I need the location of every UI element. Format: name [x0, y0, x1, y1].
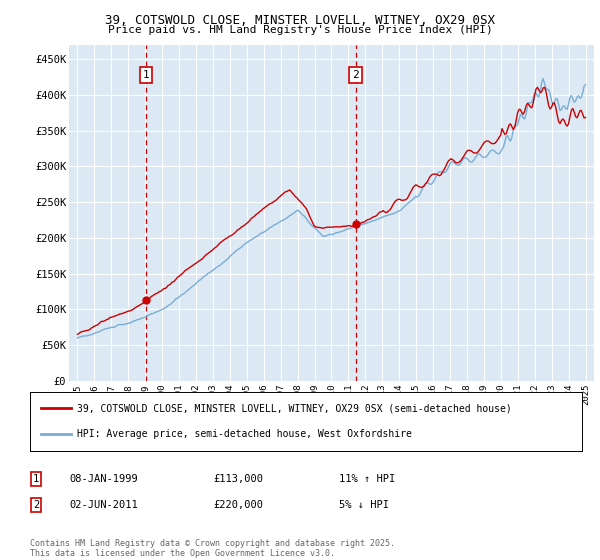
Text: 5% ↓ HPI: 5% ↓ HPI: [339, 500, 389, 510]
Text: £113,000: £113,000: [213, 474, 263, 484]
Text: 39, COTSWOLD CLOSE, MINSTER LOVELL, WITNEY, OX29 0SX (semi-detached house): 39, COTSWOLD CLOSE, MINSTER LOVELL, WITN…: [77, 403, 512, 413]
Text: 2: 2: [33, 500, 39, 510]
Text: 39, COTSWOLD CLOSE, MINSTER LOVELL, WITNEY, OX29 0SX: 39, COTSWOLD CLOSE, MINSTER LOVELL, WITN…: [105, 14, 495, 27]
Text: 2: 2: [352, 70, 359, 80]
Text: 08-JAN-1999: 08-JAN-1999: [69, 474, 138, 484]
Text: 11% ↑ HPI: 11% ↑ HPI: [339, 474, 395, 484]
Text: 1: 1: [142, 70, 149, 80]
Text: 1: 1: [33, 474, 39, 484]
Text: 02-JUN-2011: 02-JUN-2011: [69, 500, 138, 510]
Text: Contains HM Land Registry data © Crown copyright and database right 2025.
This d: Contains HM Land Registry data © Crown c…: [30, 539, 395, 558]
Text: £220,000: £220,000: [213, 500, 263, 510]
Text: Price paid vs. HM Land Registry's House Price Index (HPI): Price paid vs. HM Land Registry's House …: [107, 25, 493, 35]
Text: HPI: Average price, semi-detached house, West Oxfordshire: HPI: Average price, semi-detached house,…: [77, 430, 412, 440]
